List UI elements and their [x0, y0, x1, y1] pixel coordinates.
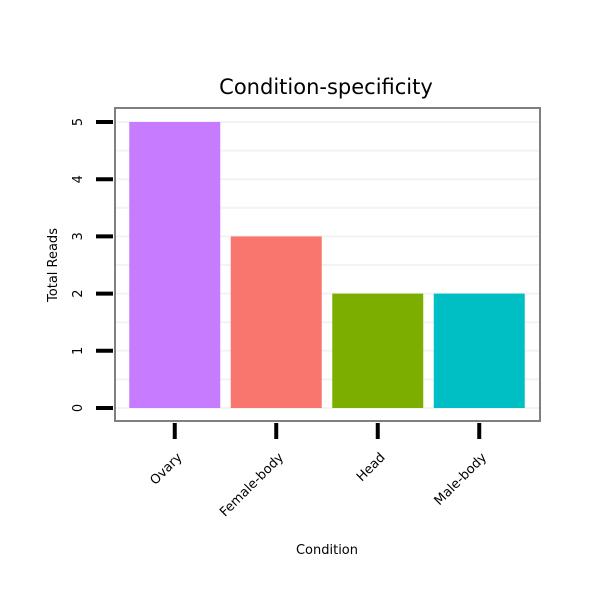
bar-male-body	[433, 293, 525, 408]
x-axis-label: Condition	[296, 543, 358, 558]
x-tick-label: Ovary	[147, 450, 185, 488]
plot-panel-border	[114, 107, 541, 422]
y-tick-label: 0	[71, 404, 86, 412]
x-axis: Ovary Female-body Head Male-body	[147, 423, 490, 520]
x-tick-label: Male-body	[432, 450, 491, 509]
x-tick-label: Female-body	[217, 450, 287, 520]
bar-head	[332, 293, 424, 408]
y-tick-label: 5	[71, 118, 86, 126]
y-tick-label: 2	[71, 289, 86, 297]
bar-ovary	[129, 122, 221, 408]
y-axis: 0 1 2 3 4 5	[71, 118, 113, 412]
x-tick-label: Head	[354, 450, 389, 485]
bar-female-body	[230, 236, 322, 408]
y-axis-label: Total Reads	[46, 228, 61, 303]
y-tick-label: 1	[71, 347, 86, 355]
bars	[129, 122, 525, 408]
y-tick-label: 4	[71, 175, 86, 183]
chart-title: Condition-specificity	[219, 75, 433, 99]
y-tick-label: 3	[71, 232, 86, 240]
